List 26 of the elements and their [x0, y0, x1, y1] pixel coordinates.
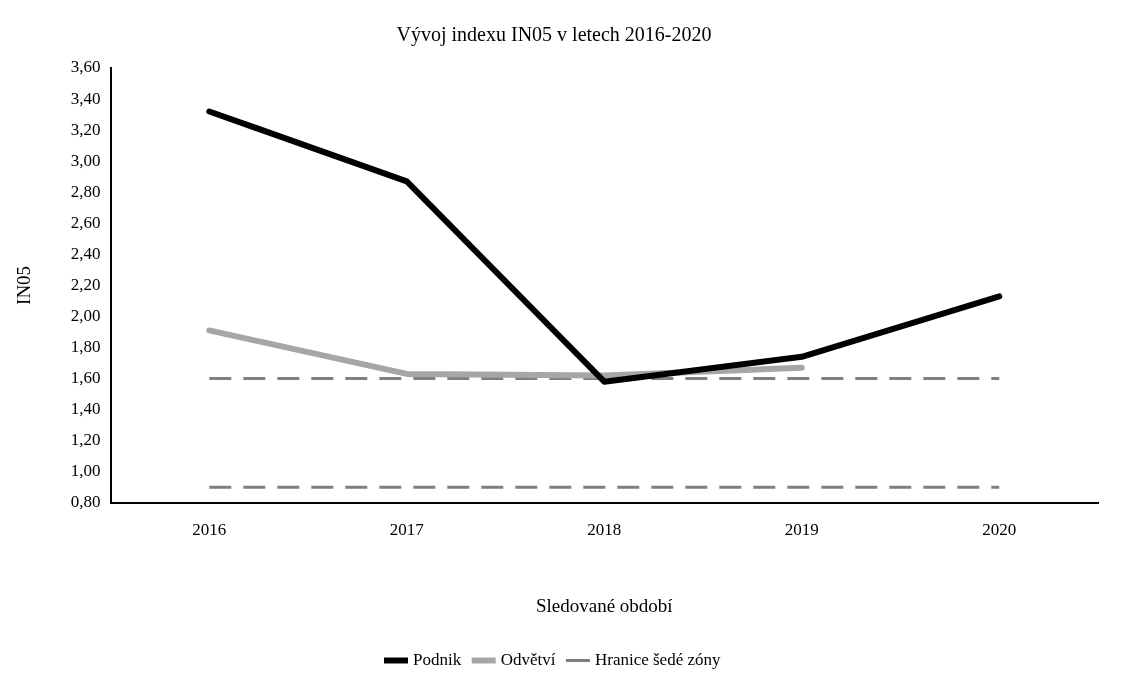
y-tick-label: 1,40	[70, 399, 101, 419]
y-tick-label: 2,40	[70, 243, 101, 263]
legend-label: Podnik	[413, 649, 462, 669]
x-tick-label: 2020	[982, 520, 1017, 540]
y-tick-label: 2,20	[70, 274, 101, 294]
y-tick-label: 2,60	[70, 212, 101, 232]
y-tick-label: 2,80	[70, 181, 101, 201]
y-tick-label: 3,20	[70, 119, 101, 139]
x-tick-label: 2019	[784, 520, 819, 540]
y-tick-label: 3,40	[70, 88, 101, 108]
y-tick-label: 1,80	[70, 336, 101, 356]
x-axis-title: Sledované období	[535, 594, 674, 616]
x-tick-label: 2018	[587, 520, 622, 540]
x-tick-label: 2017	[389, 520, 425, 540]
legend-label: Hranice šedé zóny	[594, 649, 721, 669]
y-axis-title: IN05	[13, 265, 35, 305]
y-tick-label: 1,60	[70, 368, 101, 388]
legend-label: Odvětví	[500, 649, 556, 669]
chart-title: Vývoj indexu IN05 v letech 2016-2020	[396, 23, 712, 47]
y-tick-label: 2,00	[70, 305, 101, 325]
y-tick-label: 0,80	[70, 492, 101, 512]
x-tick-label: 2016	[192, 520, 227, 540]
y-tick-label: 3,60	[70, 57, 101, 77]
y-tick-label: 1,00	[70, 461, 101, 481]
y-tick-label: 1,20	[70, 430, 101, 450]
y-tick-label: 3,00	[70, 150, 101, 170]
